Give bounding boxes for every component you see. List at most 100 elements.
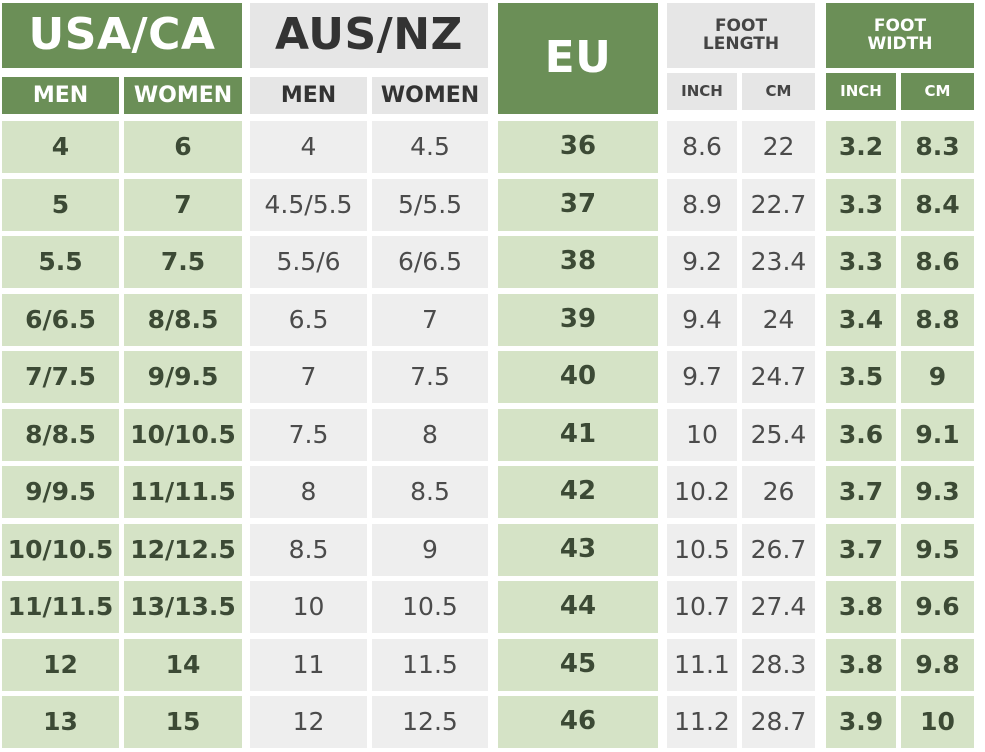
cell-width-cm: 8.6 <box>901 236 974 288</box>
cell-usa-men: 4 <box>2 121 119 173</box>
cell-width-inch: 3.7 <box>826 466 896 518</box>
cell-length-inch: 9.4 <box>667 294 737 346</box>
cell-width-inch: 3.3 <box>826 236 896 288</box>
cell-width-cm: 9.8 <box>901 639 974 691</box>
cell-width-cm: 9.6 <box>901 581 974 633</box>
header-eu: EU <box>498 3 658 114</box>
cell-length-cm: 25.4 <box>742 409 815 461</box>
cell-width-inch: 3.5 <box>826 351 896 403</box>
cell-length-cm: 22 <box>742 121 815 173</box>
cell-usa-women: 7 <box>124 179 242 231</box>
cell-aus-men: 12 <box>250 696 367 748</box>
cell-usa-men: 12 <box>2 639 119 691</box>
cell-length-cm: 28.3 <box>742 639 815 691</box>
cell-width-inch: 3.4 <box>826 294 896 346</box>
header-aus-men: MEN <box>250 77 367 114</box>
header-length-cm: CM <box>742 73 815 110</box>
cell-usa-women: 15 <box>124 696 242 748</box>
header-usa-ca: USA/CA <box>2 3 242 68</box>
cell-aus-women: 7 <box>372 294 488 346</box>
cell-usa-women: 11/11.5 <box>124 466 242 518</box>
cell-eu: 42 <box>498 466 658 518</box>
cell-width-inch: 3.8 <box>826 581 896 633</box>
cell-usa-women: 10/10.5 <box>124 409 242 461</box>
cell-aus-women: 10.5 <box>372 581 488 633</box>
header-usa-women: WOMEN <box>124 77 242 114</box>
cell-width-cm: 10 <box>901 696 974 748</box>
cell-length-inch: 8.6 <box>667 121 737 173</box>
cell-width-inch: 3.6 <box>826 409 896 461</box>
cell-aus-women: 8 <box>372 409 488 461</box>
cell-length-inch: 10.7 <box>667 581 737 633</box>
cell-eu: 37 <box>498 179 658 231</box>
cell-length-cm: 23.4 <box>742 236 815 288</box>
cell-aus-men: 7 <box>250 351 367 403</box>
cell-usa-women: 13/13.5 <box>124 581 242 633</box>
cell-length-cm: 22.7 <box>742 179 815 231</box>
cell-aus-women: 11.5 <box>372 639 488 691</box>
cell-aus-women: 7.5 <box>372 351 488 403</box>
cell-width-inch: 3.8 <box>826 639 896 691</box>
header-length-inch: INCH <box>667 73 737 110</box>
cell-eu: 45 <box>498 639 658 691</box>
cell-width-cm: 9 <box>901 351 974 403</box>
cell-length-cm: 24 <box>742 294 815 346</box>
cell-aus-women: 8.5 <box>372 466 488 518</box>
cell-width-inch: 3.3 <box>826 179 896 231</box>
cell-width-inch: 3.2 <box>826 121 896 173</box>
cell-aus-men: 11 <box>250 639 367 691</box>
cell-eu: 38 <box>498 236 658 288</box>
header-foot-width: FOOT WIDTH <box>826 3 974 68</box>
cell-usa-men: 8/8.5 <box>2 409 119 461</box>
cell-eu: 39 <box>498 294 658 346</box>
header-foot-length: FOOT LENGTH <box>667 3 815 68</box>
cell-usa-women: 12/12.5 <box>124 524 242 576</box>
cell-length-inch: 11.1 <box>667 639 737 691</box>
cell-usa-women: 14 <box>124 639 242 691</box>
cell-length-cm: 27.4 <box>742 581 815 633</box>
cell-length-inch: 11.2 <box>667 696 737 748</box>
cell-width-cm: 8.4 <box>901 179 974 231</box>
cell-width-inch: 3.9 <box>826 696 896 748</box>
cell-aus-women: 6/6.5 <box>372 236 488 288</box>
cell-usa-women: 9/9.5 <box>124 351 242 403</box>
cell-usa-men: 9/9.5 <box>2 466 119 518</box>
cell-usa-men: 5.5 <box>2 236 119 288</box>
cell-usa-men: 5 <box>2 179 119 231</box>
header-usa-men: MEN <box>2 77 119 114</box>
cell-width-cm: 9.5 <box>901 524 974 576</box>
cell-usa-women: 7.5 <box>124 236 242 288</box>
cell-length-inch: 10.5 <box>667 524 737 576</box>
cell-width-inch: 3.7 <box>826 524 896 576</box>
cell-usa-men: 11/11.5 <box>2 581 119 633</box>
header-width-inch: INCH <box>826 73 896 110</box>
cell-usa-men: 10/10.5 <box>2 524 119 576</box>
cell-length-cm: 24.7 <box>742 351 815 403</box>
cell-aus-women: 5/5.5 <box>372 179 488 231</box>
cell-aus-men: 5.5/6 <box>250 236 367 288</box>
cell-width-cm: 9.1 <box>901 409 974 461</box>
cell-length-cm: 26 <box>742 466 815 518</box>
cell-aus-women: 9 <box>372 524 488 576</box>
cell-aus-men: 4 <box>250 121 367 173</box>
cell-eu: 41 <box>498 409 658 461</box>
header-width-cm: CM <box>901 73 974 110</box>
cell-eu: 40 <box>498 351 658 403</box>
cell-usa-men: 13 <box>2 696 119 748</box>
cell-aus-men: 8 <box>250 466 367 518</box>
cell-length-inch: 9.2 <box>667 236 737 288</box>
header-aus-women: WOMEN <box>372 77 488 114</box>
cell-aus-men: 10 <box>250 581 367 633</box>
cell-usa-women: 8/8.5 <box>124 294 242 346</box>
cell-length-inch: 9.7 <box>667 351 737 403</box>
cell-aus-women: 12.5 <box>372 696 488 748</box>
cell-eu: 36 <box>498 121 658 173</box>
cell-length-inch: 8.9 <box>667 179 737 231</box>
cell-usa-men: 7/7.5 <box>2 351 119 403</box>
cell-aus-men: 7.5 <box>250 409 367 461</box>
cell-eu: 44 <box>498 581 658 633</box>
cell-length-cm: 28.7 <box>742 696 815 748</box>
cell-usa-women: 6 <box>124 121 242 173</box>
cell-length-inch: 10 <box>667 409 737 461</box>
cell-aus-men: 6.5 <box>250 294 367 346</box>
